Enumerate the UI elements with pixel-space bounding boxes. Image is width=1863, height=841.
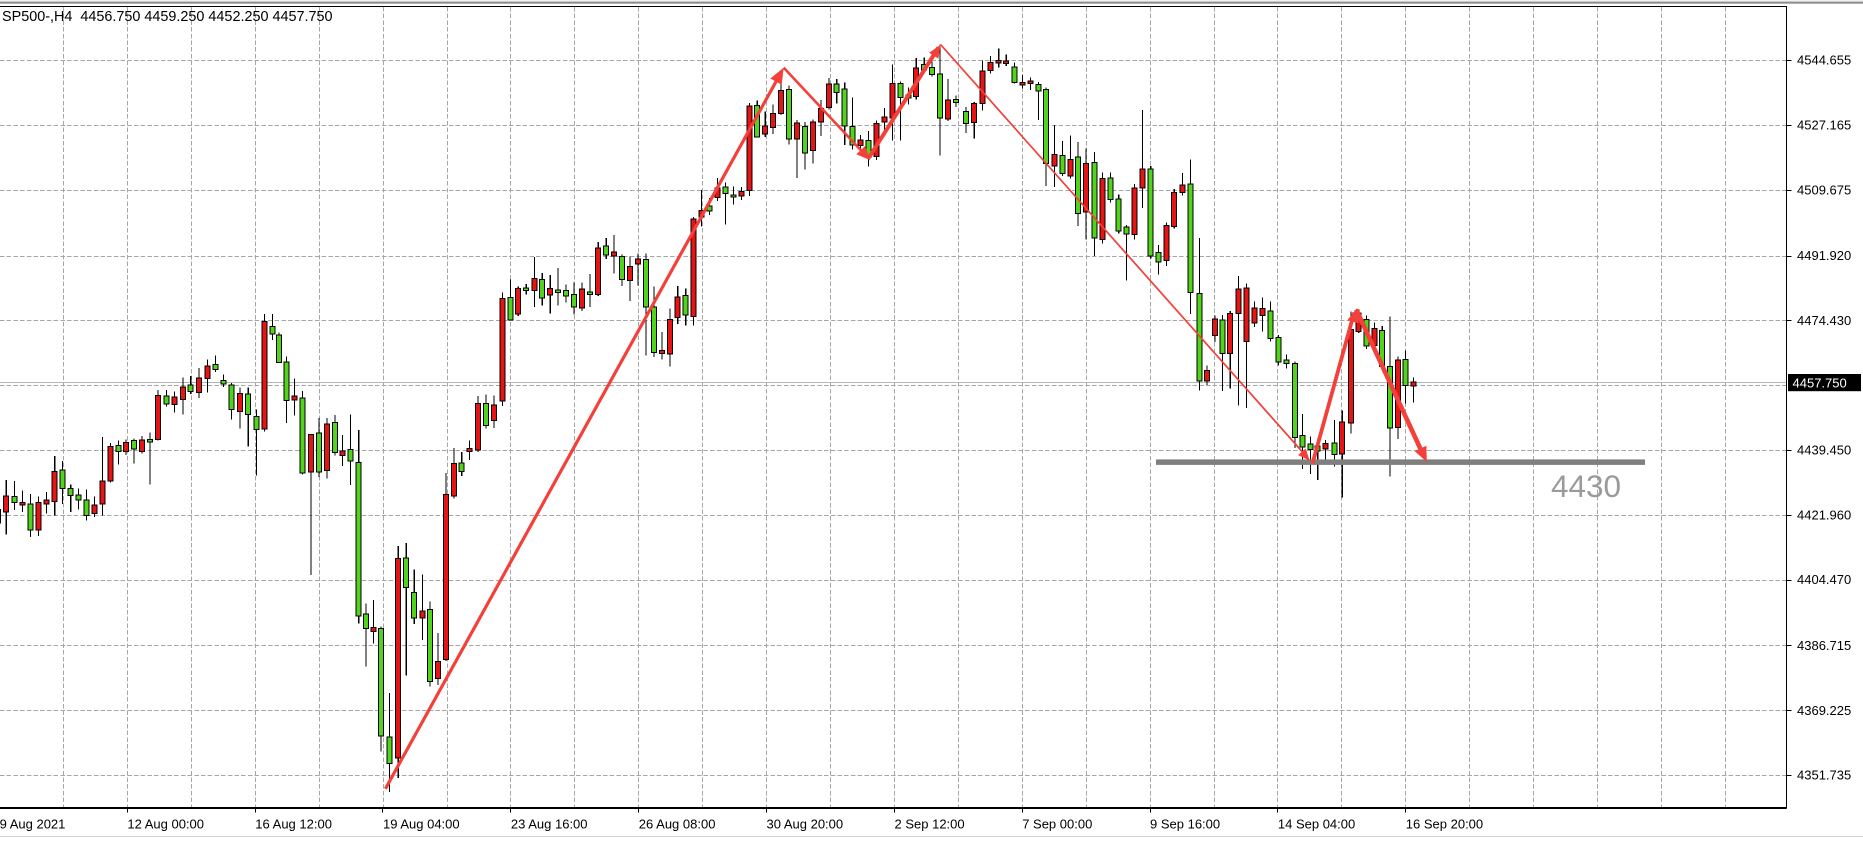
svg-text:9 Aug 2021: 9 Aug 2021 xyxy=(0,817,65,832)
svg-text:4430: 4430 xyxy=(1551,468,1621,504)
svg-text:9 Sep 16:00: 9 Sep 16:00 xyxy=(1150,817,1220,832)
svg-text:4491.920: 4491.920 xyxy=(1797,248,1851,263)
svg-text:7 Sep 00:00: 7 Sep 00:00 xyxy=(1022,817,1092,832)
svg-text:16 Aug 12:00: 16 Aug 12:00 xyxy=(255,817,332,832)
svg-text:30 Aug 20:00: 30 Aug 20:00 xyxy=(767,817,844,832)
svg-text:4509.675: 4509.675 xyxy=(1797,182,1851,197)
svg-text:14 Sep 04:00: 14 Sep 04:00 xyxy=(1278,817,1355,832)
svg-text:16 Sep 20:00: 16 Sep 20:00 xyxy=(1406,817,1483,832)
svg-text:4474.430: 4474.430 xyxy=(1797,313,1851,328)
svg-text:SP500-,H4 4456.750 4459.250 4: SP500-,H4 4456.750 4459.250 4452.250 445… xyxy=(2,9,332,25)
svg-text:4386.715: 4386.715 xyxy=(1797,638,1851,653)
svg-text:2 Sep 12:00: 2 Sep 12:00 xyxy=(895,817,965,832)
svg-text:4369.225: 4369.225 xyxy=(1797,703,1851,718)
svg-text:4351.735: 4351.735 xyxy=(1797,768,1851,783)
svg-text:4404.470: 4404.470 xyxy=(1797,572,1851,587)
svg-text:4457.750: 4457.750 xyxy=(1793,376,1847,391)
svg-text:12 Aug 00:00: 12 Aug 00:00 xyxy=(127,817,204,832)
svg-text:4527.165: 4527.165 xyxy=(1797,117,1851,132)
svg-text:4421.960: 4421.960 xyxy=(1797,507,1851,522)
svg-text:4544.655: 4544.655 xyxy=(1797,53,1851,68)
svg-text:23 Aug 16:00: 23 Aug 16:00 xyxy=(511,817,588,832)
svg-text:4439.450: 4439.450 xyxy=(1797,443,1851,458)
svg-text:19 Aug 04:00: 19 Aug 04:00 xyxy=(383,817,460,832)
svg-text:26 Aug 08:00: 26 Aug 08:00 xyxy=(639,817,716,832)
